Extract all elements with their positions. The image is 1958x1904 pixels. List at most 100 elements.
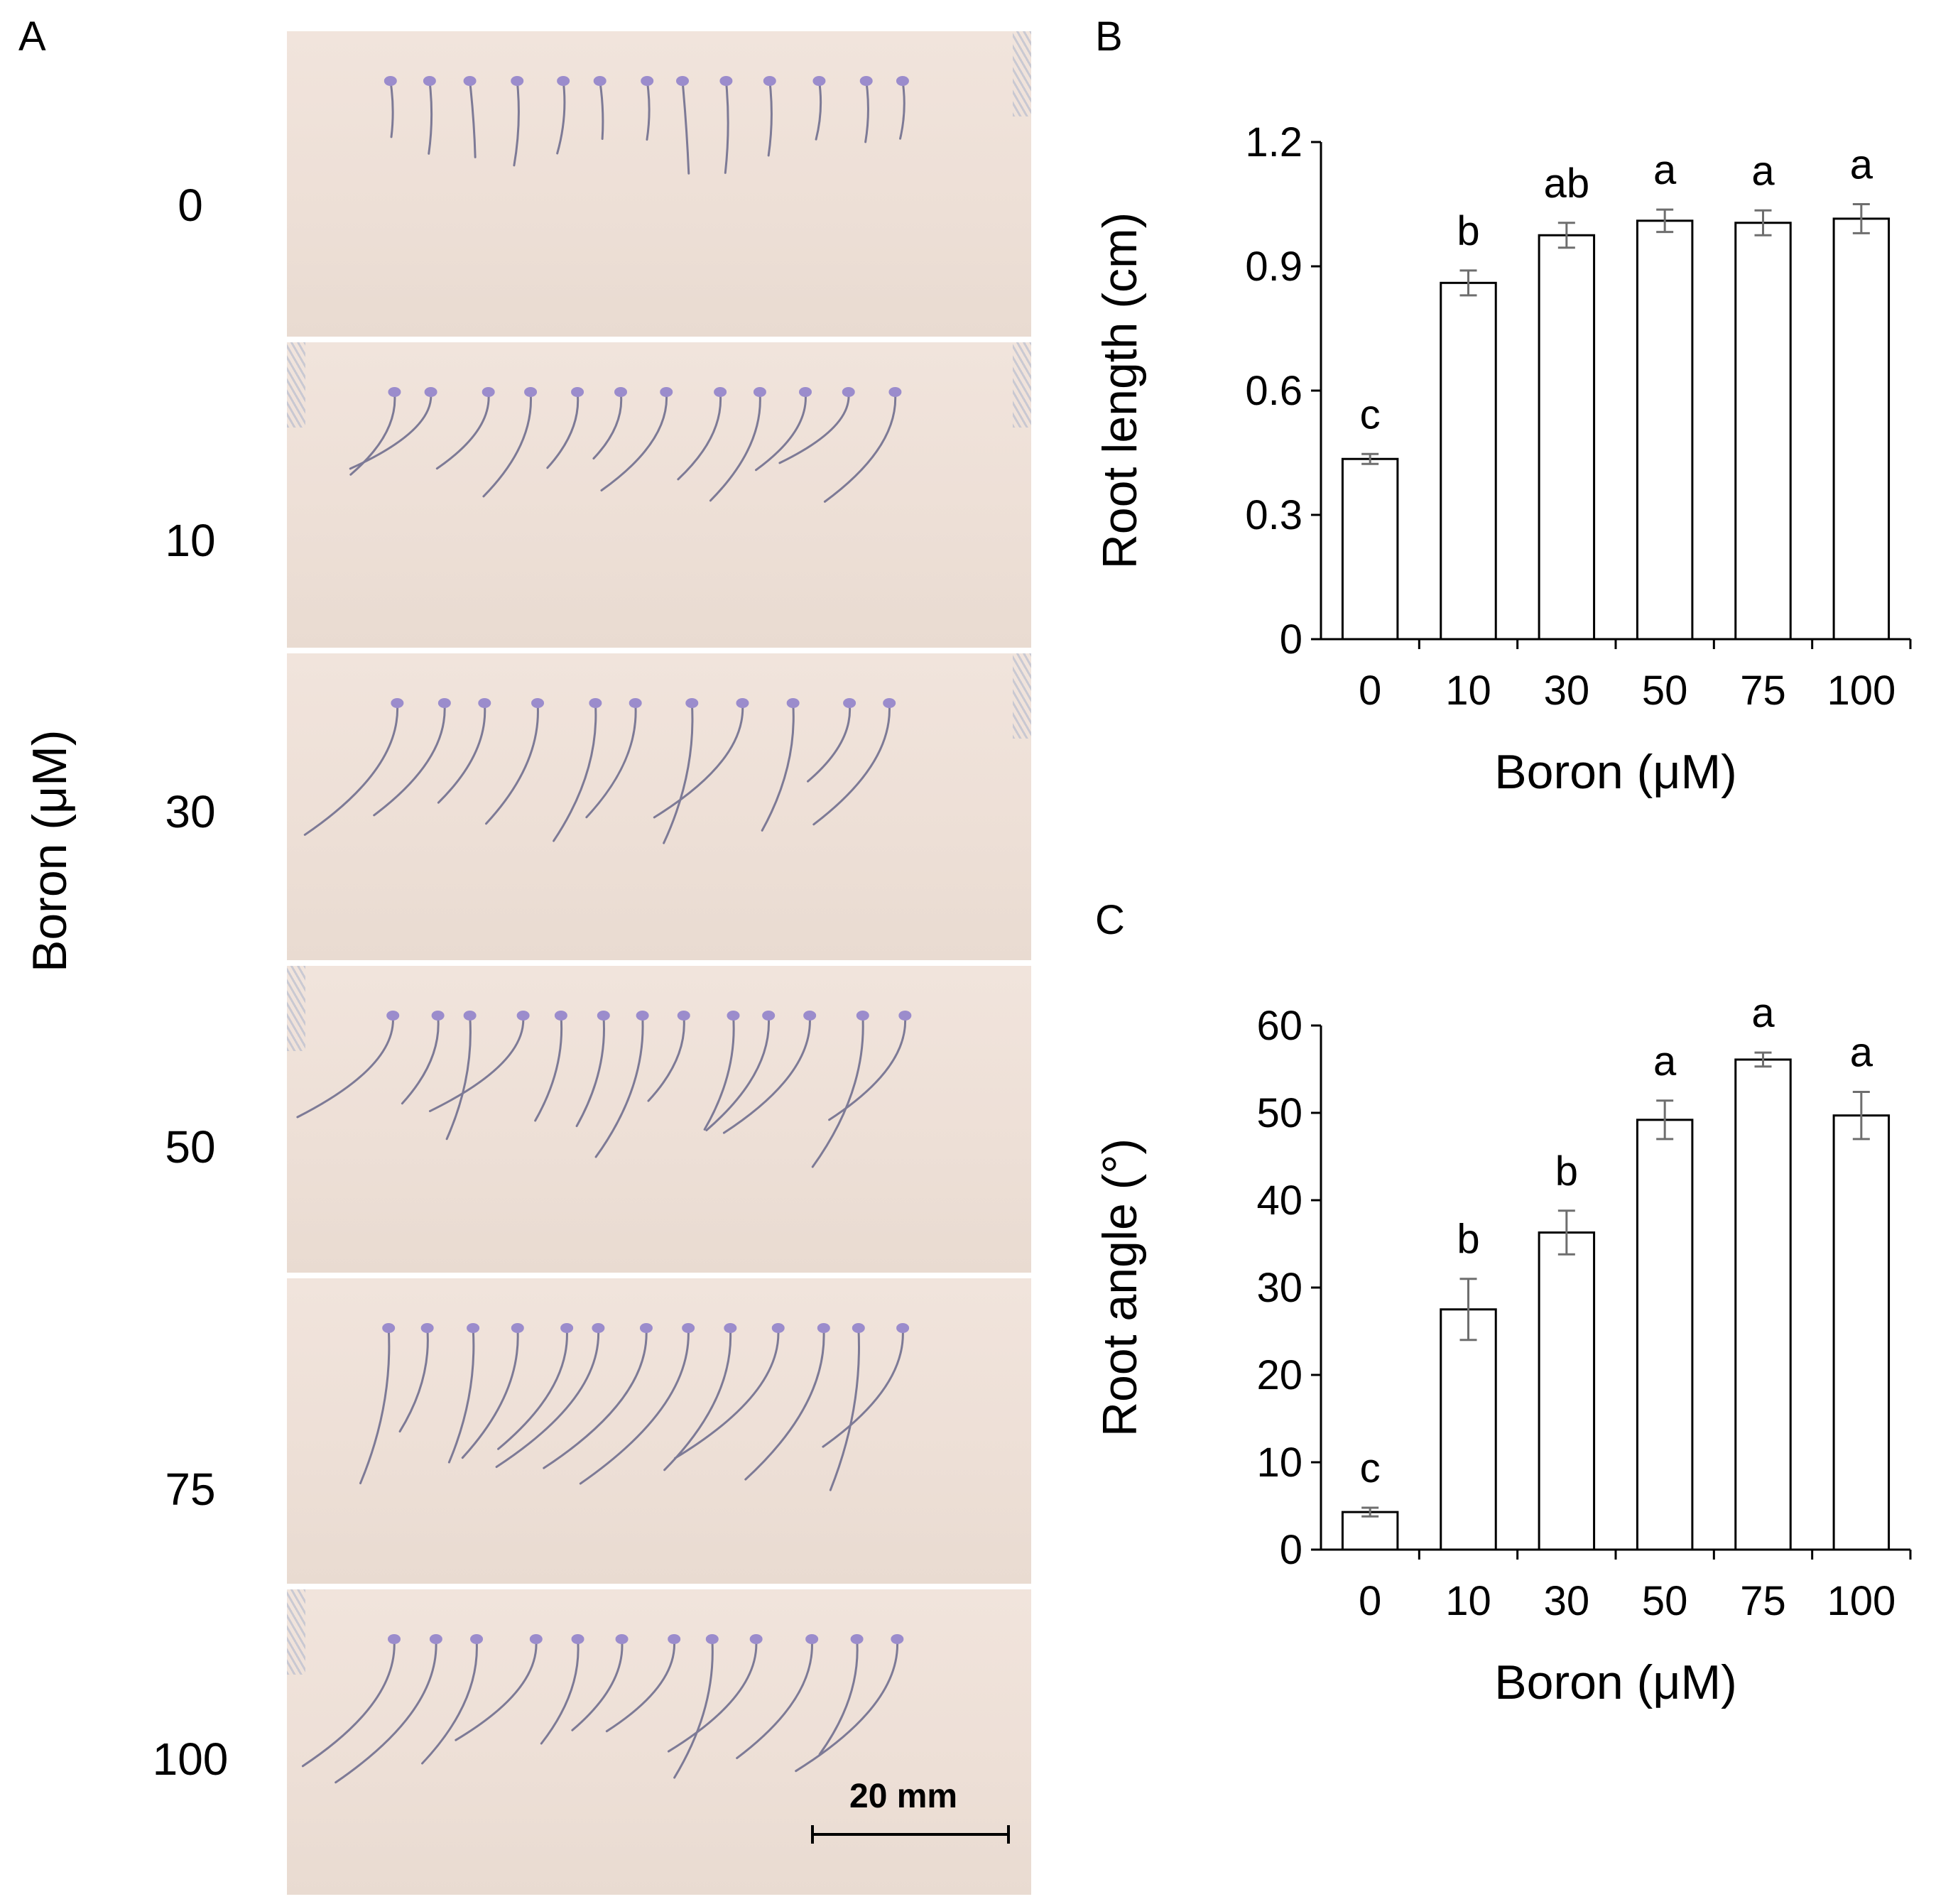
seedling-root bbox=[497, 1327, 568, 1450]
seedling-root bbox=[373, 702, 446, 817]
seedling-root bbox=[445, 1014, 472, 1141]
seedling-cotyledon bbox=[771, 1323, 785, 1333]
chart-b-bar bbox=[1341, 457, 1399, 641]
seedling-root bbox=[673, 1327, 780, 1459]
seedling-cotyledon bbox=[888, 387, 902, 397]
seedling-root bbox=[428, 80, 433, 155]
seedling-cotyledon bbox=[424, 387, 437, 397]
seedling-root bbox=[811, 1014, 864, 1168]
seedling-cotyledon bbox=[682, 1323, 695, 1333]
seedling-root bbox=[495, 1327, 600, 1469]
seedling-root bbox=[795, 1638, 899, 1773]
seedling-cotyledon bbox=[636, 1011, 649, 1021]
seedling-cotyledon bbox=[641, 76, 654, 86]
seedling-root bbox=[296, 1014, 394, 1119]
seedling-root bbox=[709, 391, 761, 502]
chart-c-bar bbox=[1734, 1058, 1792, 1551]
seedling-root bbox=[435, 391, 490, 470]
seedling-root bbox=[677, 391, 722, 481]
seedling-root bbox=[428, 1014, 525, 1113]
seedling-cotyledon bbox=[883, 698, 896, 708]
seedling-cotyledon bbox=[786, 698, 800, 708]
seedling-root bbox=[513, 80, 520, 167]
seedling-root bbox=[579, 1327, 690, 1485]
seedling-root bbox=[349, 391, 396, 476]
chart-root-length: 0 0.3 0.6 0.9 1.2 0 10 30 50 75 100 c b ab a a a Boron (μ… bbox=[1094, 119, 1912, 799]
chart-c-ytick-label: 50 bbox=[1256, 1090, 1302, 1136]
seedling-cotyledon bbox=[524, 387, 538, 397]
seedling-cotyledon bbox=[431, 1011, 445, 1021]
seedling-root bbox=[447, 1327, 475, 1464]
seedling-cotyledon bbox=[805, 1634, 819, 1644]
panel-c-letter: C bbox=[1095, 897, 1125, 943]
seedling-cotyledon bbox=[571, 387, 584, 397]
seedling-root bbox=[754, 391, 807, 472]
seedling-root bbox=[575, 1014, 605, 1128]
seedling-cotyledon bbox=[843, 698, 856, 708]
scalebar-label: 20 mm bbox=[849, 1778, 958, 1815]
seedling-cotyledon bbox=[685, 698, 699, 708]
chart-b-significance-letter: a bbox=[1751, 148, 1775, 194]
seedling-root bbox=[543, 1327, 648, 1469]
seedling-root bbox=[646, 80, 651, 141]
chart-c-ytick-label: 0 bbox=[1280, 1527, 1302, 1573]
chart-c-bar bbox=[1636, 1119, 1694, 1551]
seedling-cotyledon bbox=[714, 387, 727, 397]
chart-c-significance-letter: b bbox=[1555, 1148, 1578, 1195]
seedling-root bbox=[389, 80, 394, 138]
chart-c-significance-letter: a bbox=[1751, 990, 1775, 1036]
seedling-root bbox=[469, 80, 477, 158]
seedling-cotyledon bbox=[668, 1634, 681, 1644]
chart-b-bar bbox=[1734, 222, 1792, 641]
chart-c-significance-letter: a bbox=[1850, 1029, 1873, 1075]
seedling-root bbox=[461, 1327, 519, 1459]
seedling-root bbox=[899, 80, 905, 140]
chart-b-significance-letter: ab bbox=[1544, 161, 1590, 207]
plate-100 bbox=[287, 1589, 1031, 1895]
seedling-root bbox=[359, 1327, 391, 1485]
seedling-cotyledon bbox=[463, 1011, 477, 1021]
seedling-cotyledon bbox=[592, 1323, 605, 1333]
seedling-root bbox=[301, 1638, 396, 1768]
seedling-cotyledon bbox=[859, 76, 873, 86]
plate-30 bbox=[287, 653, 1031, 960]
seedling-cotyledon bbox=[749, 1634, 763, 1644]
chart-c-xtick-label: 30 bbox=[1544, 1578, 1590, 1624]
seedling-cotyledon bbox=[856, 1011, 869, 1021]
chart-b-ytick-label: 0.6 bbox=[1245, 368, 1302, 414]
seedling-cotyledon bbox=[420, 1323, 434, 1333]
seedling-cotyledon bbox=[589, 698, 602, 708]
seedling-root bbox=[398, 1327, 429, 1433]
seedling-cotyledon bbox=[812, 76, 826, 86]
seedling-cotyledon bbox=[817, 1323, 830, 1333]
seedling-cotyledon bbox=[463, 76, 477, 86]
seedling-cotyledon bbox=[531, 698, 545, 708]
seedling-cotyledon bbox=[896, 76, 909, 86]
seedling-root bbox=[605, 1638, 676, 1733]
chart-c-bar bbox=[1832, 1114, 1891, 1551]
seedling-cotyledon bbox=[629, 698, 642, 708]
seedling-root bbox=[822, 1327, 904, 1448]
chart-c-ytick-label: 40 bbox=[1256, 1177, 1302, 1224]
seedling-cotyledon bbox=[639, 1323, 653, 1333]
row-label-50: 50 bbox=[165, 1121, 216, 1173]
seedling-cotyledon bbox=[470, 1634, 484, 1644]
chart-c-significance-letter: a bbox=[1653, 1038, 1677, 1084]
chart-b-xtick-label: 30 bbox=[1544, 668, 1590, 714]
seedling-root bbox=[812, 702, 891, 826]
chart-b-xtick-label: 50 bbox=[1642, 668, 1688, 714]
row-label-75: 75 bbox=[165, 1464, 216, 1515]
seedling-cotyledon bbox=[482, 387, 495, 397]
chart-b-ytick-label: 0.9 bbox=[1245, 244, 1302, 290]
chart-b-xlabel: Boron (μM) bbox=[1494, 745, 1736, 799]
seedling-root bbox=[829, 1327, 861, 1491]
seedling-cotyledon bbox=[842, 387, 855, 397]
seedling-cotyledon bbox=[511, 76, 524, 86]
seedling-root bbox=[663, 702, 694, 844]
seedling-cotyledon bbox=[423, 76, 436, 86]
seedling-root bbox=[592, 391, 623, 460]
chart-c-xtick-label: 50 bbox=[1642, 1578, 1688, 1624]
seedling-cotyledon bbox=[478, 698, 491, 708]
seedling-root bbox=[553, 702, 597, 842]
seedling-root bbox=[673, 1638, 714, 1779]
